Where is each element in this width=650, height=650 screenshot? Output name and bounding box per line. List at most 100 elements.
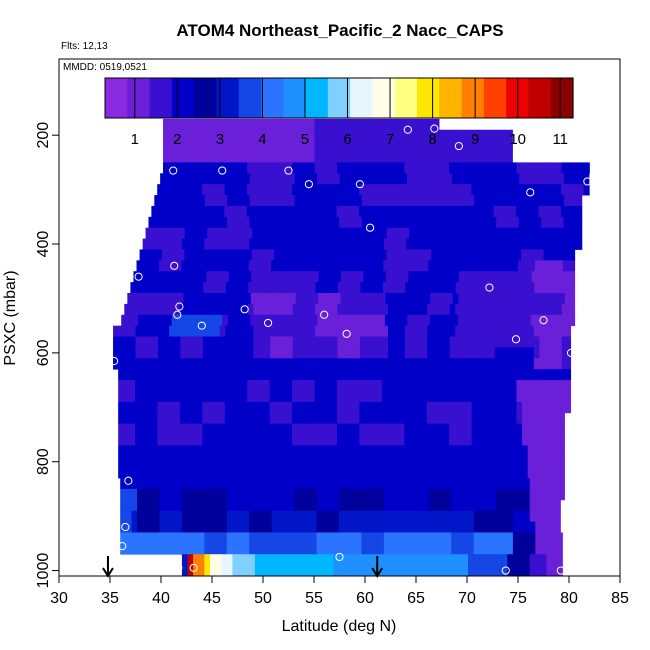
heatmap-cell bbox=[423, 554, 430, 566]
heatmap-cell bbox=[538, 401, 545, 414]
heatmap-cell bbox=[534, 260, 541, 272]
heatmap-cell bbox=[320, 358, 327, 370]
heatmap-cell bbox=[544, 423, 551, 435]
heatmap-cell bbox=[316, 216, 323, 229]
heatmap-cell bbox=[303, 336, 310, 348]
heatmap-cell bbox=[367, 532, 374, 544]
heatmap-cell bbox=[434, 554, 441, 566]
heatmap-cell bbox=[471, 434, 478, 446]
heatmap-cell bbox=[359, 358, 366, 370]
heatmap-cell bbox=[286, 445, 293, 457]
heatmap-cell bbox=[462, 478, 469, 490]
heatmap-cell bbox=[134, 456, 141, 468]
heatmap-cell bbox=[141, 336, 148, 348]
heatmap-cell bbox=[281, 336, 288, 348]
heatmap-cell bbox=[369, 271, 376, 283]
heatmap-cell bbox=[445, 543, 452, 555]
heatmap-cell bbox=[518, 488, 525, 501]
heatmap-cell bbox=[252, 227, 259, 239]
heatmap-cell bbox=[243, 532, 250, 544]
heatmap-cell bbox=[348, 380, 355, 392]
heatmap-cell bbox=[215, 216, 222, 229]
heatmap-cell bbox=[280, 184, 287, 196]
heatmap-cell bbox=[541, 195, 548, 207]
heatmap-cell bbox=[362, 314, 369, 327]
heatmap-cell bbox=[282, 554, 289, 566]
heatmap-cell bbox=[320, 401, 327, 414]
heatmap-cell bbox=[153, 488, 160, 501]
heatmap-cell bbox=[241, 162, 248, 174]
heatmap-cell bbox=[157, 456, 164, 468]
heatmap-cell bbox=[123, 401, 130, 414]
heatmap-cell bbox=[421, 412, 428, 425]
heatmap-cell bbox=[137, 510, 144, 522]
heatmap-cell bbox=[123, 434, 130, 446]
heatmap-cell bbox=[120, 532, 127, 544]
heatmap-cell bbox=[293, 260, 300, 272]
heatmap-cell bbox=[510, 151, 513, 163]
heatmap-cell bbox=[355, 499, 362, 512]
heatmap-cell bbox=[526, 271, 533, 283]
heatmap-cell bbox=[553, 314, 560, 327]
heatmap-cell bbox=[514, 271, 521, 283]
heatmap-cell bbox=[307, 249, 314, 261]
heatmap-cell bbox=[567, 282, 574, 294]
heatmap-cell bbox=[489, 260, 496, 272]
heatmap-cell bbox=[124, 303, 131, 316]
heatmap-cell bbox=[376, 347, 383, 359]
heatmap-cell bbox=[393, 347, 400, 359]
heatmap-cell bbox=[182, 216, 189, 229]
heatmap-cell bbox=[247, 303, 254, 316]
heatmap-cell bbox=[206, 271, 213, 283]
heatmap-cell bbox=[232, 554, 239, 566]
heatmap-cell bbox=[230, 434, 237, 446]
heatmap-cell bbox=[406, 499, 413, 512]
heatmap-cell bbox=[165, 238, 172, 250]
heatmap-cell bbox=[418, 314, 425, 327]
heatmap-cell bbox=[437, 423, 444, 435]
heatmap-cell bbox=[367, 521, 374, 533]
heatmap-cell bbox=[193, 510, 200, 522]
heatmap-cell bbox=[179, 369, 186, 381]
heatmap-cell bbox=[372, 478, 379, 490]
heatmap-cell bbox=[270, 358, 277, 370]
heatmap-cell bbox=[432, 467, 439, 479]
heatmap-cell bbox=[490, 521, 497, 533]
heatmap-cell bbox=[471, 390, 478, 403]
heatmap-cell bbox=[213, 162, 220, 174]
heatmap-cell bbox=[538, 205, 545, 218]
heatmap-cell bbox=[298, 358, 305, 370]
heatmap-cell bbox=[488, 336, 495, 348]
heatmap-cell bbox=[438, 325, 445, 337]
heatmap-cell bbox=[164, 282, 171, 294]
heatmap-cell bbox=[325, 118, 332, 131]
heatmap-cell bbox=[280, 380, 287, 392]
heatmap-cell bbox=[235, 380, 242, 392]
heatmap-cell bbox=[157, 467, 164, 479]
heatmap-cell bbox=[370, 423, 377, 435]
heatmap-cell bbox=[487, 249, 494, 261]
heatmap-cell bbox=[350, 554, 357, 566]
x-tick-label: 70 bbox=[458, 590, 476, 607]
heatmap-cell bbox=[363, 271, 370, 283]
heatmap-cell bbox=[353, 380, 360, 392]
heatmap-cell bbox=[488, 401, 495, 414]
heatmap-cell bbox=[400, 216, 407, 229]
heatmap-cell bbox=[561, 184, 568, 196]
heatmap-cell bbox=[258, 336, 265, 348]
heatmap-cell bbox=[398, 467, 405, 479]
heatmap-cell bbox=[507, 510, 514, 522]
heatmap-cell bbox=[499, 467, 506, 479]
heatmap-cell bbox=[342, 129, 349, 142]
heatmap-cell bbox=[209, 499, 216, 512]
heatmap-cell bbox=[252, 140, 259, 152]
heatmap-cell bbox=[561, 445, 565, 457]
heatmap-cell bbox=[406, 532, 413, 544]
heatmap-cell bbox=[527, 445, 534, 457]
heatmap-cell bbox=[472, 282, 479, 294]
heatmap-cell bbox=[338, 532, 345, 544]
heatmap-cell bbox=[432, 303, 439, 316]
heatmap-cell bbox=[428, 260, 435, 272]
heatmap-cell bbox=[169, 303, 176, 316]
heatmap-cell bbox=[522, 401, 529, 414]
